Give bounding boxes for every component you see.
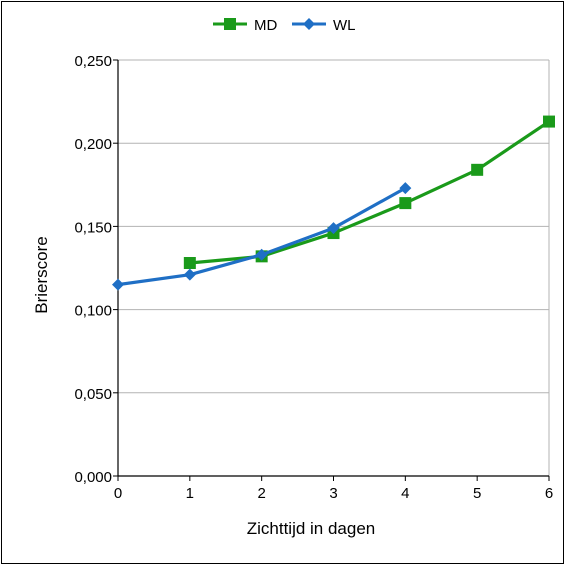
grid-lines: [118, 59, 550, 477]
data-point-wl: [327, 222, 340, 235]
x-tick-label: 5: [473, 485, 481, 502]
legend-marker-md: [224, 18, 236, 30]
data-point-wl: [183, 268, 196, 281]
y-tick-label: 0,150: [74, 219, 112, 236]
y-tick-label: 0,050: [74, 386, 112, 403]
y-tick-label: 0,200: [74, 136, 112, 153]
x-tick-label: 3: [329, 485, 337, 502]
data-point-wl: [255, 248, 268, 261]
data-point-wl: [399, 182, 412, 195]
data-point-wl: [112, 278, 124, 291]
x-tick-labels: 0 1 2 3 4 5 6: [114, 485, 553, 502]
y-tick-label: 0,000: [74, 469, 112, 486]
x-tick-label: 4: [401, 485, 409, 502]
legend-item-md: MD: [213, 17, 277, 34]
data-point-md: [543, 115, 555, 128]
series-group: [112, 115, 555, 291]
x-tick-label: 1: [186, 485, 194, 502]
x-tick-label: 0: [114, 485, 122, 502]
data-point-md: [399, 197, 412, 210]
series-md: [183, 115, 555, 270]
x-tick-label: 6: [545, 485, 553, 502]
legend-marker-wl: [303, 18, 315, 30]
x-axis-label: Zichttijd in dagen: [247, 519, 376, 538]
x-tick-label: 2: [257, 485, 265, 502]
series-wl: [112, 182, 412, 291]
y-axis-label: Brierscore: [32, 236, 51, 313]
legend-label-md: MD: [254, 17, 277, 34]
y-tick-label: 0,250: [74, 53, 112, 70]
legend-item-wl: WL: [292, 17, 356, 34]
axes: [113, 59, 550, 481]
data-point-md: [471, 163, 484, 176]
data-point-md: [183, 257, 196, 270]
series-line-wl: [117, 186, 407, 287]
legend-label-wl: WL: [333, 17, 356, 34]
y-tick-label: 0,100: [74, 303, 112, 320]
y-tick-labels: 0,000 0,050 0,100 0,150 0,200 0,250: [74, 53, 112, 486]
legend: MD WL: [213, 17, 356, 34]
